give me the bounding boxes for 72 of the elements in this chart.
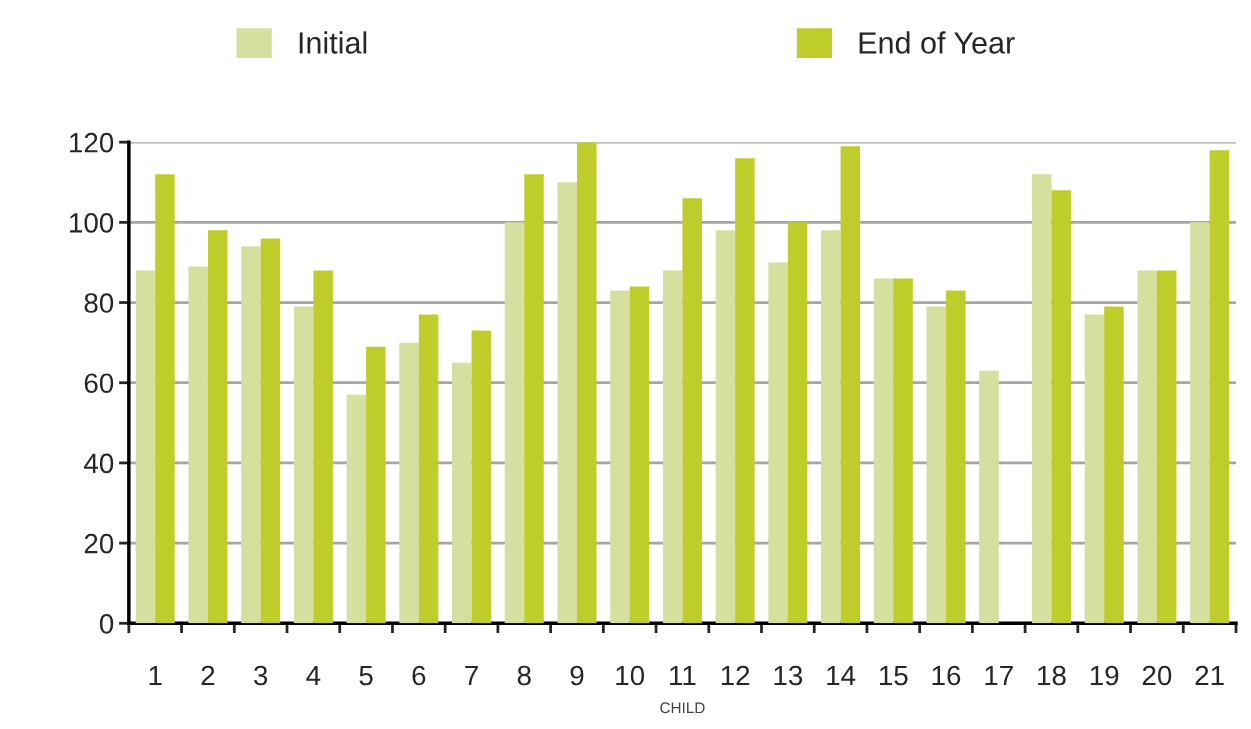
- bar: [346, 394, 367, 624]
- x-tick-label: 5: [359, 665, 373, 686]
- y-tick-label: 60: [84, 373, 114, 394]
- bar: [155, 174, 175, 624]
- bar: [662, 270, 683, 624]
- bar: [241, 246, 261, 624]
- x-tick-label: 9: [570, 665, 584, 686]
- bar: [524, 174, 544, 624]
- bar: [1209, 150, 1230, 624]
- bar: [979, 370, 999, 624]
- bar: [399, 342, 419, 624]
- x-axis-title: CHILD: [660, 702, 705, 714]
- legend-label: End of Year: [859, 31, 1015, 54]
- bar: [260, 238, 281, 624]
- x-tick-label: 6: [412, 665, 426, 686]
- bar: [682, 198, 702, 624]
- x-tick-label: 18: [1038, 665, 1066, 686]
- bar: [840, 146, 861, 624]
- x-tick-label: 3: [253, 665, 268, 686]
- x-tick-label: 1: [149, 665, 162, 686]
- y-tick-label: 120: [70, 132, 114, 153]
- bar: [1190, 222, 1210, 624]
- bar: [1051, 190, 1071, 624]
- bar: [926, 306, 947, 624]
- bar: [873, 278, 894, 624]
- bar: [1104, 306, 1124, 624]
- bar: [893, 278, 913, 624]
- bar: [735, 158, 755, 624]
- y-tick-label: 0: [99, 613, 114, 634]
- x-tick-label: 21: [1195, 665, 1224, 686]
- x-tick-label: 20: [1142, 665, 1172, 686]
- x-tick-label: 4: [306, 665, 321, 686]
- x-tick-label: 17: [985, 665, 1013, 686]
- bar: [629, 286, 650, 624]
- bar: [821, 230, 841, 624]
- y-tick-label: 20: [84, 533, 114, 554]
- bar: [610, 290, 630, 624]
- bar: [1156, 270, 1177, 624]
- bar: [188, 266, 208, 624]
- bar: [946, 290, 966, 624]
- bar: [1137, 270, 1157, 624]
- bar: [293, 306, 314, 624]
- bar: [418, 314, 439, 624]
- x-tick-label: 13: [774, 665, 803, 686]
- x-tick-label: 12: [721, 665, 750, 686]
- bar: [135, 270, 156, 624]
- bar: [504, 222, 525, 624]
- bar: [715, 230, 736, 624]
- x-tick-label: 10: [616, 665, 645, 686]
- y-tick-label: 100: [70, 213, 114, 233]
- x-tick-label: 14: [827, 665, 856, 686]
- y-tick-label: 80: [84, 293, 114, 313]
- bar: [787, 222, 808, 624]
- x-tick-label: 7: [465, 665, 478, 686]
- bar: [1084, 314, 1105, 624]
- bar: [1031, 174, 1052, 624]
- bar: [366, 346, 386, 624]
- bar: [207, 230, 228, 624]
- bar: [557, 182, 577, 624]
- x-tick-label: 11: [670, 665, 696, 686]
- legend-label: Initial: [299, 31, 367, 54]
- x-tick-label: 2: [201, 665, 215, 686]
- x-tick-label: 8: [517, 665, 531, 686]
- bar: [313, 270, 333, 624]
- bar: [768, 262, 788, 624]
- y-tick-label: 40: [84, 453, 114, 474]
- bar: [452, 362, 472, 624]
- x-tick-label: 19: [1090, 665, 1119, 686]
- x-tick-label: 16: [932, 665, 961, 686]
- x-tick-label: 15: [879, 665, 908, 686]
- bar: [471, 330, 492, 624]
- bar: [576, 142, 597, 624]
